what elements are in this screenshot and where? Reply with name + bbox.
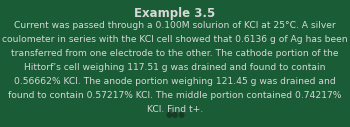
Text: transferred from one electrode to the other. The cathode portion of the: transferred from one electrode to the ot… xyxy=(11,49,339,58)
Text: 0.56662% KCl. The anode portion weighing 121.45 g was drained and: 0.56662% KCl. The anode portion weighing… xyxy=(14,77,336,86)
Text: Hittorf’s cell weighing 117.51 g was drained and found to contain: Hittorf’s cell weighing 117.51 g was dra… xyxy=(24,63,326,72)
Text: found to contain 0.57217% KCl. The middle portion contained 0.74217%: found to contain 0.57217% KCl. The middl… xyxy=(8,91,342,100)
Text: coulometer in series with the KCl cell showed that 0.6136 g of Ag has been: coulometer in series with the KCl cell s… xyxy=(2,35,348,44)
Text: Example 3.5: Example 3.5 xyxy=(134,7,216,20)
Text: ●●●: ●●● xyxy=(165,110,185,119)
Text: KCl. Find t+.: KCl. Find t+. xyxy=(147,105,203,114)
Text: Current was passed through a 0.100M solurion of KCl at 25°C. A silver: Current was passed through a 0.100M solu… xyxy=(14,21,336,30)
